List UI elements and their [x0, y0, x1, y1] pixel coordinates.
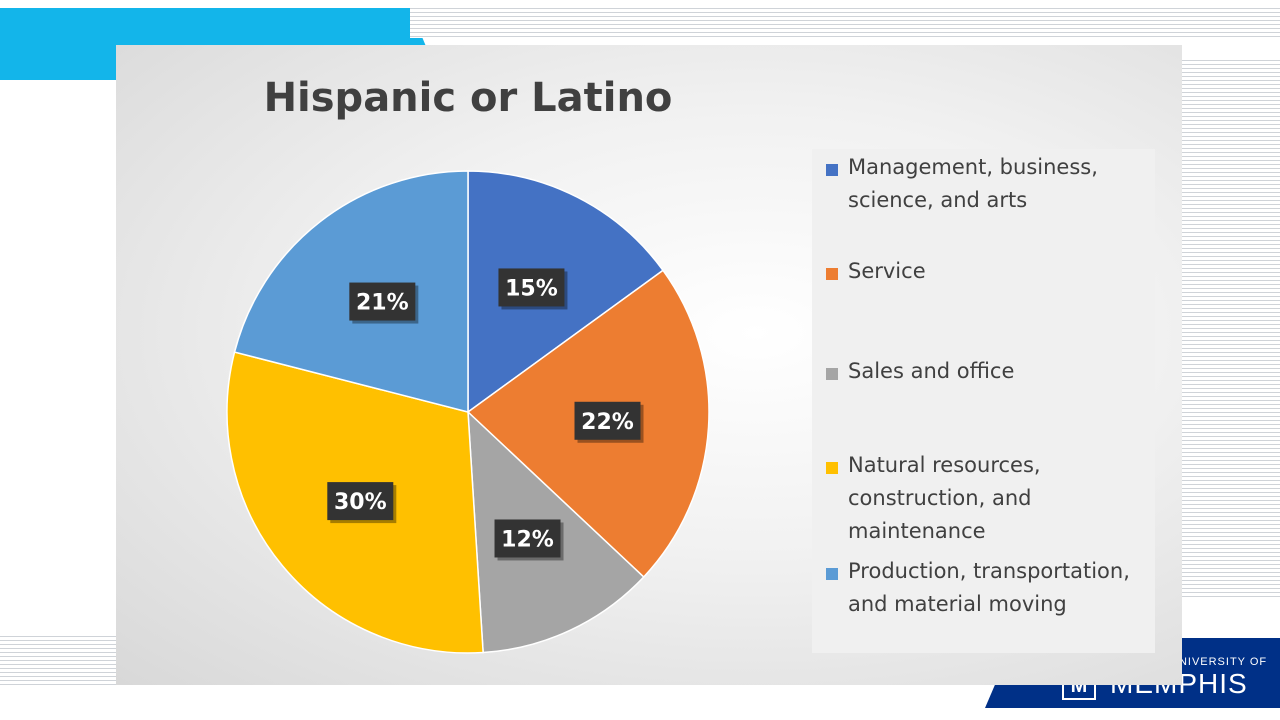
legend-label-4: Natural resources, construction, and mai…	[848, 453, 1041, 543]
data-label-text-5: 21%	[356, 291, 409, 316]
legend-swatch-4	[826, 462, 838, 474]
data-label-4: 30%	[327, 482, 397, 524]
legend-label-3: Sales and office	[848, 359, 1015, 383]
pie-chart: 15% 22% 12% 30% 21%	[226, 170, 710, 654]
legend-label-2: Service	[848, 259, 926, 283]
data-label-text-4: 30%	[334, 490, 387, 515]
legend-label-5: Production, transportation, and material…	[848, 559, 1130, 616]
data-label-2: 22%	[574, 401, 644, 443]
legend-swatch-3	[826, 368, 838, 380]
decorative-stripes-right	[1182, 60, 1280, 600]
data-label-text-1: 15%	[505, 276, 558, 301]
legend-label-1: Management, business, science, and arts	[848, 155, 1098, 212]
data-label-text-2: 22%	[581, 410, 634, 435]
data-label-1: 15%	[498, 268, 568, 310]
data-label-text-3: 12%	[501, 527, 554, 552]
decorative-stripes-bottom	[0, 636, 120, 686]
chart-frame: Hispanic or Latino 15% 22% 12% 30% 21% Manag…	[116, 45, 1182, 685]
chart-legend: Management, business, science, and arts S…	[812, 149, 1155, 653]
data-label-5: 21%	[349, 282, 419, 324]
legend-swatch-2	[826, 268, 838, 280]
decorative-stripes-top	[410, 8, 1280, 38]
pie-slice-1	[467, 170, 665, 414]
legend-swatch-1	[826, 164, 838, 176]
legend-swatch-5	[826, 568, 838, 580]
data-label-3: 12%	[494, 519, 564, 561]
chart-title: Hispanic or Latino	[263, 75, 673, 121]
logo-line1: UNIVERSITY OF	[1170, 656, 1268, 668]
